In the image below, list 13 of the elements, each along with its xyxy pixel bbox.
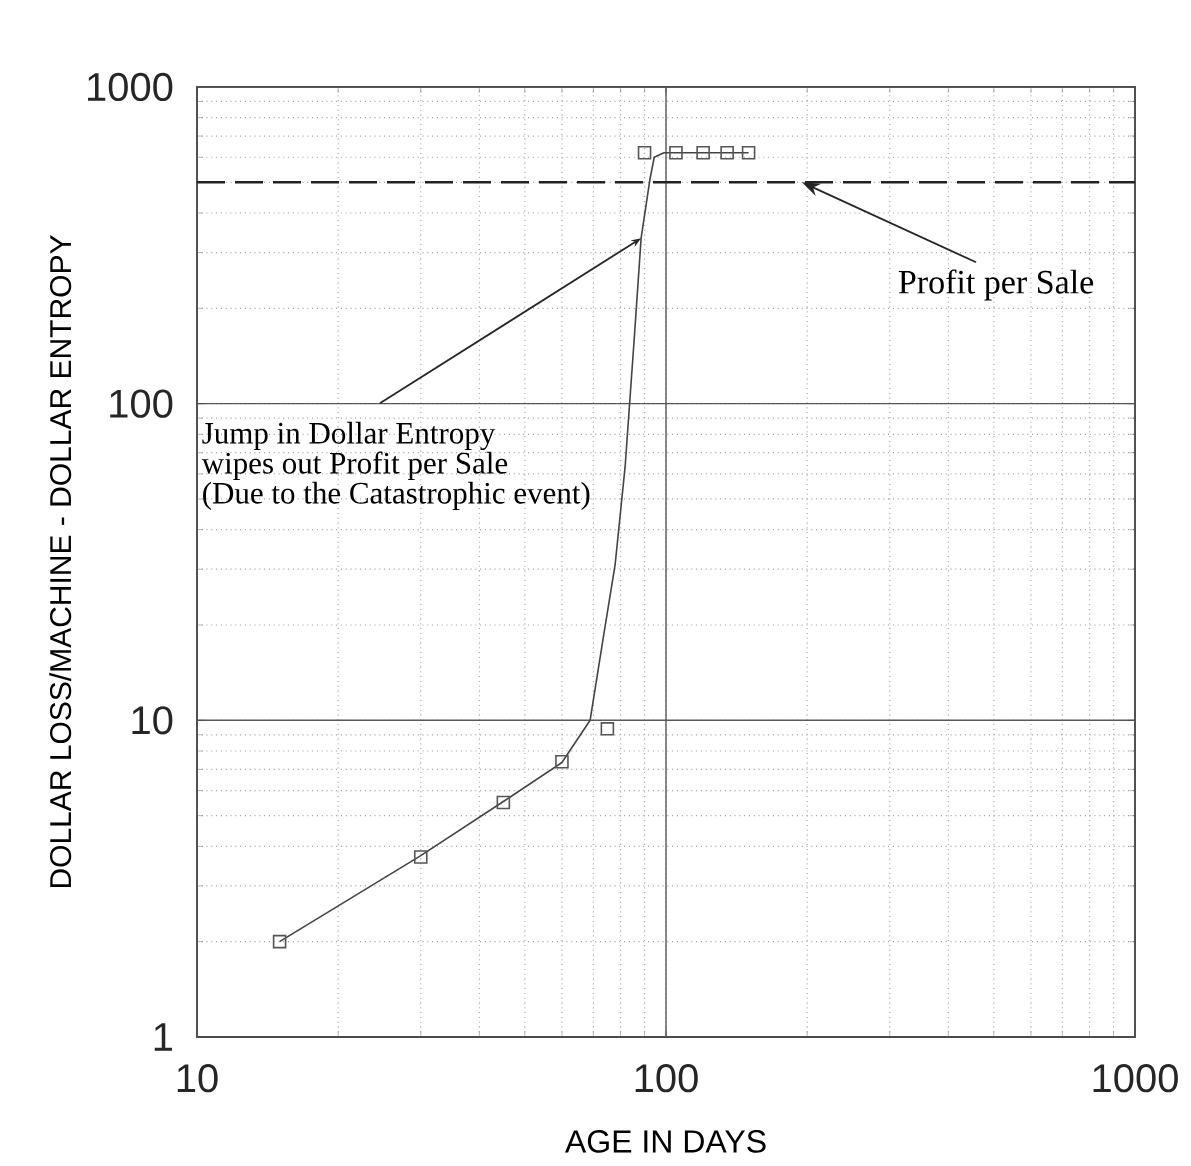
x-axis-title: AGE IN DAYS <box>565 1130 766 1153</box>
annotation: wipes out Profit per Sale <box>201 451 508 480</box>
annotation: (Due to the Catastrophic event) <box>203 481 590 510</box>
y-tick-label: 1 <box>154 1023 172 1051</box>
ref-line-label: Profit per Sale <box>898 269 1094 301</box>
y-axis-title: DOLLAR LOSS/MACHINE - DOLLAR ENTROPY <box>49 235 72 888</box>
y-tick-label: 10 <box>132 706 173 735</box>
x-tick-label: 1000 <box>1093 1064 1178 1093</box>
y-tick-label: 100 <box>110 389 173 418</box>
x-tick-label: 10 <box>177 1064 218 1093</box>
annotation: Jump in Dollar Entropy <box>202 421 496 451</box>
x-tick-label: 100 <box>635 1064 698 1093</box>
y-tick-label: 1000 <box>88 72 173 102</box>
